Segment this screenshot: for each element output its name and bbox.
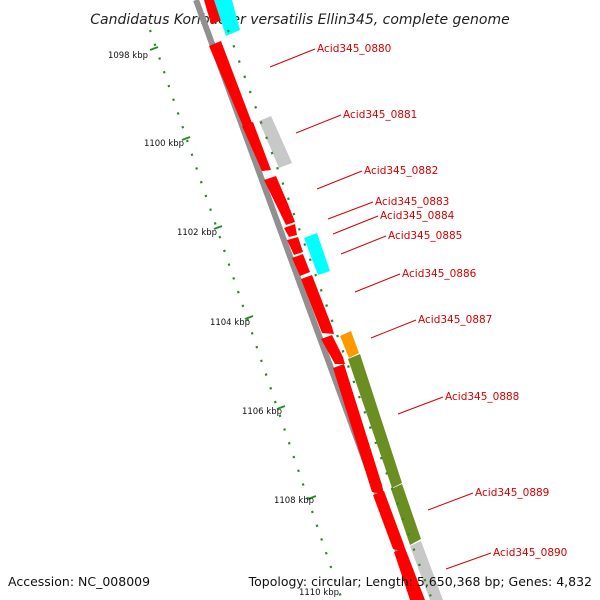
label-leader <box>295 114 342 134</box>
cds-feature[interactable] <box>287 237 303 255</box>
cds-feature[interactable] <box>333 364 384 494</box>
forward-cds-track <box>204 0 425 600</box>
accession-text: Accession: NC_008009 <box>8 574 150 589</box>
gene-label[interactable]: Acid345_0884 <box>380 210 455 222</box>
gene-label[interactable]: Acid345_0883 <box>375 196 449 208</box>
scale-track: 1098 kbp 1100 kbp 1102 kbp 1104 kbp 1106… <box>108 29 344 600</box>
highlight-feature[interactable] <box>348 354 402 488</box>
highlight-feature[interactable] <box>391 484 421 545</box>
label-leader <box>370 319 417 339</box>
cds-feature[interactable] <box>394 548 425 600</box>
other-feature[interactable] <box>259 116 292 168</box>
cds-feature[interactable] <box>373 491 406 552</box>
scale-label: 1110 kbp <box>299 588 339 598</box>
cds-feature[interactable] <box>264 176 295 225</box>
label-leader <box>354 273 401 293</box>
topology-stats-text: Topology: circular; Length: 5,650,368 bp… <box>248 574 592 589</box>
scale-label: 1102 kbp <box>177 228 217 238</box>
other-feature[interactable] <box>410 541 443 600</box>
scale-major-tick <box>276 405 286 410</box>
gene-label[interactable]: Acid345_0881 <box>343 109 417 121</box>
scale-major-tick <box>307 495 317 500</box>
gene-label[interactable]: Acid345_0889 <box>475 487 549 499</box>
cds-feature[interactable] <box>204 0 223 24</box>
reverse-feature-track <box>214 0 443 600</box>
gene-label[interactable]: Acid345_0880 <box>317 43 391 55</box>
gene-label[interactable]: Acid345_0887 <box>418 314 492 326</box>
map-title: Candidatus Koribacter versatilis Ellin34… <box>90 12 509 28</box>
highlight-feature[interactable] <box>304 233 330 275</box>
scale-label: 1100 kbp <box>144 139 184 149</box>
cds-feature[interactable] <box>284 224 297 237</box>
scale-major-tick <box>149 46 159 51</box>
gene-label[interactable]: Acid345_0885 <box>388 230 462 242</box>
label-leaders <box>269 48 492 570</box>
gene-label[interactable]: Acid345_0886 <box>402 268 477 280</box>
label-leader <box>269 48 316 68</box>
cds-feature[interactable] <box>242 122 271 171</box>
label-leader <box>340 235 387 255</box>
highlight-feature[interactable] <box>340 331 359 358</box>
gene-label[interactable]: Acid345_0882 <box>364 165 438 177</box>
scale-label: 1098 kbp <box>108 51 148 61</box>
highlight-feature[interactable] <box>214 0 240 36</box>
gene-label[interactable]: Acid345_0888 <box>445 391 519 403</box>
scale-major-tick <box>213 225 223 230</box>
scale-label: 1108 kbp <box>274 496 314 506</box>
label-leader <box>316 170 363 190</box>
scale-major-tick <box>244 315 254 320</box>
gene-labels: Acid345_0880 Acid345_0881 Acid345_0882 A… <box>317 43 567 559</box>
label-leader <box>445 552 492 570</box>
gene-label[interactable]: Acid345_0890 <box>493 547 567 559</box>
scale-label: 1104 kbp <box>210 318 250 328</box>
label-leader <box>397 396 444 415</box>
label-leader <box>427 492 474 511</box>
cds-feature[interactable] <box>321 335 345 364</box>
cds-feature[interactable] <box>292 254 310 276</box>
label-leader <box>332 215 379 235</box>
scale-major-tick <box>181 136 191 141</box>
cds-feature[interactable] <box>301 275 334 334</box>
label-leader <box>327 201 374 220</box>
scale-label: 1106 kbp <box>242 407 282 417</box>
